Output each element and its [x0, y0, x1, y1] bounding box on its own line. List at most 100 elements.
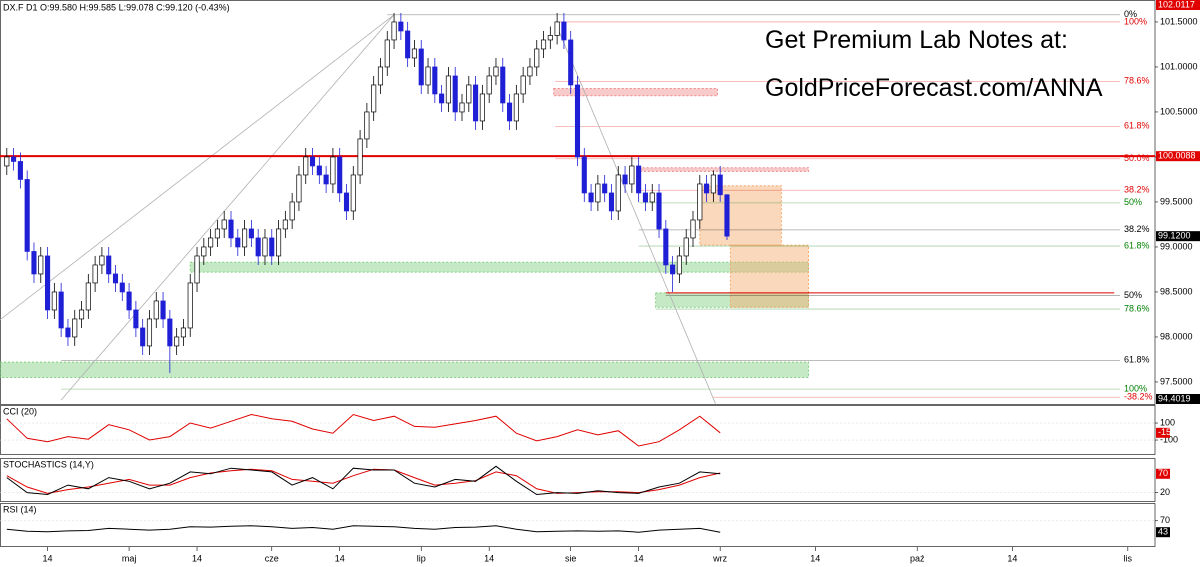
candle-body	[432, 66, 438, 95]
candle-body	[282, 219, 288, 230]
candle-body	[255, 237, 261, 257]
candle-body	[187, 282, 193, 329]
candle-body	[561, 21, 567, 41]
candle-body	[85, 282, 91, 311]
candle-body	[309, 156, 316, 167]
candle-body	[574, 84, 581, 158]
candle-body	[384, 39, 390, 68]
fib-label: 50%	[1124, 197, 1142, 207]
candle-body	[581, 156, 587, 194]
candle-body	[248, 228, 254, 239]
candle-body	[507, 102, 513, 122]
x-tick-label: lip	[417, 553, 426, 563]
fib-label: 50%	[1124, 290, 1142, 300]
x-tick-label: 14	[1007, 553, 1017, 563]
y-tick-label: 98.5000	[1160, 286, 1193, 296]
y-tick-label: 101.5000	[1160, 16, 1198, 26]
candle-body	[11, 156, 17, 162]
candle-body	[330, 156, 336, 185]
fib-label: 100%	[1124, 384, 1147, 394]
header: DX.F D1 O:99.580 H:99.585 L:99.078 C:99.…	[3, 2, 230, 12]
zone	[638, 167, 809, 172]
candle-body	[343, 192, 350, 212]
candle-body	[45, 255, 51, 311]
candle-body	[78, 309, 85, 320]
trend-line	[60, 14, 395, 401]
y-tick-label: 20	[1160, 487, 1170, 497]
candle-body	[676, 255, 682, 275]
candle-body	[615, 174, 621, 212]
price-tag-label: 99.1200	[1158, 231, 1191, 241]
candle-body	[17, 161, 23, 180]
candle-body	[174, 336, 180, 347]
price-tag-label: 102.0117	[1158, 0, 1195, 9]
candle-body	[208, 237, 214, 248]
zone	[699, 185, 782, 246]
fib-label: 78.6%	[1124, 76, 1150, 86]
indicator-title: CCI (20)	[3, 406, 37, 416]
y-tick-label: 98.0000	[1160, 331, 1193, 341]
candle-body	[622, 174, 628, 185]
candle-body	[24, 179, 30, 252]
candle-body	[303, 156, 309, 176]
candle-body	[167, 318, 173, 347]
indicator-line	[6, 468, 721, 494]
fib-label: 38.2%	[1124, 185, 1150, 195]
candle-body	[486, 75, 492, 95]
candle-body	[500, 66, 506, 104]
candle-body	[289, 201, 295, 221]
pane-frame	[0, 405, 1156, 455]
price-tag-label: 100.0088	[1158, 151, 1196, 161]
candle-body	[146, 318, 153, 347]
candle-body	[547, 35, 553, 41]
candle-body	[540, 39, 547, 50]
candle-body	[133, 309, 139, 329]
candle-body	[418, 48, 424, 86]
indicator-title: STOCHASTICS (14,Y)	[3, 459, 94, 469]
candle-body	[398, 21, 404, 32]
fib-label: -38.2%	[1124, 392, 1153, 402]
y-tick-label: 70	[1160, 515, 1170, 525]
candle-body	[242, 228, 248, 248]
candle-body	[642, 192, 648, 203]
candle-body	[160, 300, 166, 320]
candle-body	[690, 219, 696, 239]
candle-body	[697, 183, 703, 221]
x-tick-label: 14	[335, 553, 345, 563]
candle-body	[214, 228, 220, 239]
x-tick-label: 14	[634, 553, 644, 563]
x-tick-label: paź	[910, 553, 925, 563]
candle-body	[140, 327, 146, 347]
price-tag	[1156, 394, 1200, 404]
candle-body	[4, 156, 10, 167]
candle-body	[608, 192, 615, 212]
value-tag	[1156, 527, 1170, 538]
candle-body	[683, 237, 689, 257]
candle-body	[99, 255, 105, 266]
candle-body	[466, 84, 472, 104]
candle-body	[710, 174, 716, 194]
x-tick-label: 14	[43, 553, 53, 563]
y-tick-label: 99.5000	[1160, 196, 1193, 206]
zone	[189, 261, 809, 273]
candle-body	[656, 192, 662, 230]
x-tick-label: wrz	[712, 553, 727, 563]
y-tick-label: 99.0000	[1160, 241, 1193, 251]
candle-body	[262, 237, 268, 257]
indicator-title: RSI (14)	[3, 504, 37, 514]
candle-body	[636, 165, 642, 194]
x-tick-label: maj	[122, 553, 137, 563]
pane-frame	[0, 503, 1156, 547]
candle-body	[704, 183, 710, 194]
candle-body	[194, 255, 200, 284]
fib-label: 100%	[1124, 16, 1147, 26]
candle-body	[276, 228, 282, 257]
candle-body	[180, 327, 186, 338]
candle-body	[92, 264, 98, 284]
x-tick-label: cze	[265, 553, 279, 563]
candle-body	[112, 273, 119, 284]
y-tick-label: 100.5000	[1160, 106, 1198, 116]
candle-body	[51, 291, 57, 311]
candle-body	[649, 192, 655, 203]
candle-body	[221, 219, 227, 230]
